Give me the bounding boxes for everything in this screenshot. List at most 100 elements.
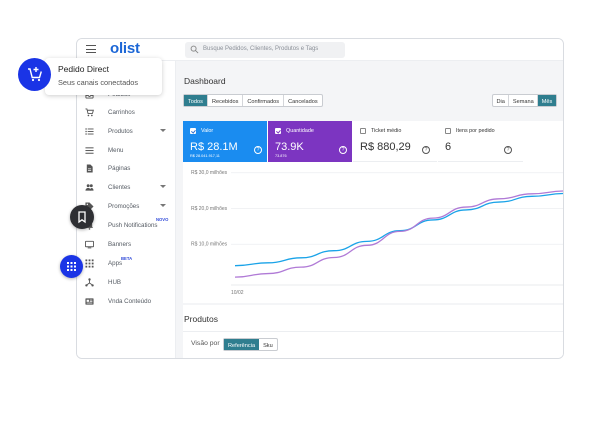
help-icon[interactable]: ? — [254, 146, 262, 154]
checkbox[interactable] — [275, 128, 281, 134]
bookmark-button[interactable] — [70, 205, 94, 229]
sidebar-item-label: Banners — [108, 241, 132, 248]
page-icon — [86, 164, 93, 173]
top-bar: olist Busque Pedidos, Clientes, Produtos… — [77, 39, 563, 61]
metric-value: R$ 28.1M — [190, 141, 238, 153]
tab-dia[interactable]: Dia — [493, 95, 510, 106]
promo-title: Pedido Direct — [58, 64, 110, 74]
metric-card-quantidade[interactable]: Quantidade 73.9K 73.876 ? — [268, 121, 352, 162]
cart-add-glyph — [28, 67, 42, 82]
tab-sku[interactable]: Sku — [263, 342, 273, 349]
promo-subtitle: Seus canais conectados — [58, 78, 139, 87]
bookmark-icon — [78, 211, 86, 224]
y-tick-label: R$ 10,0 milhões — [191, 242, 228, 248]
metric-value: R$ 880,29 — [360, 141, 411, 153]
metric-subvalue: R$ 28.041.917,11 — [190, 154, 220, 158]
cart-add-icon[interactable] — [18, 58, 51, 91]
sidebar-item-label: Menu — [108, 147, 124, 154]
tab-cancelados[interactable]: Cancelados — [288, 98, 318, 105]
metric-value: 6 — [445, 141, 452, 153]
checkbox[interactable] — [445, 128, 451, 134]
sidebar-item-promocoes[interactable]: Promoções — [77, 198, 176, 215]
novo-badge: NOVO — [156, 217, 169, 222]
sidebar-item-label: HUB — [108, 279, 122, 286]
tab-semana[interactable]: Semana — [509, 95, 539, 106]
metric-label: Quantidade — [286, 128, 314, 134]
metric-card-ticket-medio[interactable]: Ticket médio R$ 880,29 ? — [353, 121, 437, 162]
metric-label: Ticket médio — [371, 128, 402, 134]
tab-confirmados[interactable]: Confirmados — [243, 95, 285, 106]
metric-label: Itens por pedido — [456, 128, 495, 134]
checkbox[interactable] — [190, 128, 196, 134]
metrics-panel: Valor R$ 28.1M R$ 28.041.917,11 ? Quanti… — [183, 121, 563, 303]
help-icon[interactable]: ? — [339, 146, 347, 154]
sidebar-item-label: Push Notifications — [108, 222, 158, 229]
status-tabs: Todos Recebidos Confirmados Cancelados — [183, 94, 323, 107]
line-chart: R$ 30,0 milhões R$ 20,0 milhões R$ 10,0 mi… — [191, 170, 563, 296]
sidebar-item-label: Promoções — [108, 203, 140, 210]
sidebar-item-label: Produtos — [108, 128, 133, 135]
sidebar-item-label: Carrinhos — [108, 109, 135, 116]
tab-todos[interactable]: Todos — [184, 95, 208, 106]
app-logo[interactable]: olist — [110, 40, 140, 57]
sidebar-item-label: Apps — [108, 260, 123, 267]
metric-card-itens-por-pedido[interactable]: Itens por pedido 6 ? — [438, 121, 523, 162]
tag-icon — [85, 202, 94, 211]
sidebar-item-apps[interactable]: Apps BETA — [77, 255, 176, 272]
y-tick-label: R$ 20,0 milhões — [191, 206, 228, 212]
chevron-down-icon — [160, 185, 166, 188]
sidebar-item-menu[interactable]: Menu — [77, 142, 176, 159]
people-icon — [85, 184, 94, 191]
page-title: Dashboard — [184, 76, 226, 86]
grid-icon — [85, 259, 94, 268]
list-icon — [85, 128, 94, 135]
sidebar-item-label: Clientes — [108, 184, 131, 191]
apps-grid-button[interactable] — [60, 255, 83, 278]
metric-value: 73.9K — [275, 141, 304, 153]
x-tick-label: 10/02 — [231, 290, 244, 296]
app-window: olist Busque Pedidos, Clientes, Produtos… — [76, 38, 564, 359]
sidebar-item-label: Páginas — [108, 165, 131, 172]
hub-icon — [85, 278, 94, 287]
tab-mes[interactable]: Mês — [538, 95, 556, 106]
sidebar-item-hub[interactable]: HUB — [77, 274, 176, 291]
sidebar-item-produtos[interactable]: Produtos — [77, 123, 176, 140]
view-tabs: Referência Sku — [223, 338, 278, 351]
search-placeholder: Busque Pedidos, Clientes, Produtos e Tag… — [203, 46, 319, 52]
sidebar-item-paginas[interactable]: Páginas — [77, 160, 176, 177]
section-title: Produtos — [184, 314, 219, 324]
metric-subvalue: 73.876 — [275, 154, 287, 158]
sidebar-item-banners[interactable]: Banners — [77, 236, 176, 253]
metric-label: Valor — [201, 128, 214, 134]
products-section: Produtos Visão por Referência Sku — [183, 305, 563, 358]
y-axis-labels: R$ 30,0 milhões R$ 20,0 milhões R$ 10,0 mi… — [191, 170, 228, 248]
hamburger-menu-icon[interactable] — [86, 45, 96, 54]
period-tabs: Dia Semana Mês — [492, 94, 557, 107]
chart-series — [234, 190, 563, 278]
help-icon[interactable]: ? — [422, 146, 430, 154]
chevron-down-icon — [160, 204, 166, 207]
content-icon — [85, 298, 94, 305]
sidebar-item-clientes[interactable]: Clientes — [77, 179, 176, 196]
sidebar-item-vnda-conteudo[interactable]: Vnda Conteúdo — [77, 293, 176, 310]
sidebar-item-label: Vnda Conteúdo — [108, 298, 152, 305]
banner-icon — [85, 240, 94, 249]
view-by-label: Visão por — [191, 340, 220, 347]
y-tick-label: R$ 30,0 milhões — [191, 170, 228, 176]
metric-card-valor[interactable]: Valor R$ 28.1M R$ 28.041.917,11 ? — [183, 121, 267, 162]
series-line-valor — [234, 192, 563, 267]
search-input[interactable]: Busque Pedidos, Clientes, Produtos e Tag… — [185, 42, 345, 58]
menu-icon — [85, 147, 94, 154]
chevron-down-icon — [160, 129, 166, 132]
help-icon[interactable]: ? — [504, 146, 512, 154]
sidebar-item-carrinhos[interactable]: Carrinhos — [77, 104, 176, 121]
tab-recebidos[interactable]: Recebidos — [208, 95, 244, 106]
chart-grid — [231, 172, 563, 286]
beta-badge: BETA — [121, 256, 133, 261]
checkbox[interactable] — [360, 128, 366, 134]
search-icon — [190, 45, 199, 54]
pedido-direct-card[interactable]: Pedido Direct Seus canais conectados — [45, 58, 162, 95]
sidebar: Pedidos Carrinhos Produtos Menu Páginas … — [77, 61, 176, 358]
divider — [183, 331, 563, 332]
tab-referencia[interactable]: Referência — [224, 339, 260, 350]
